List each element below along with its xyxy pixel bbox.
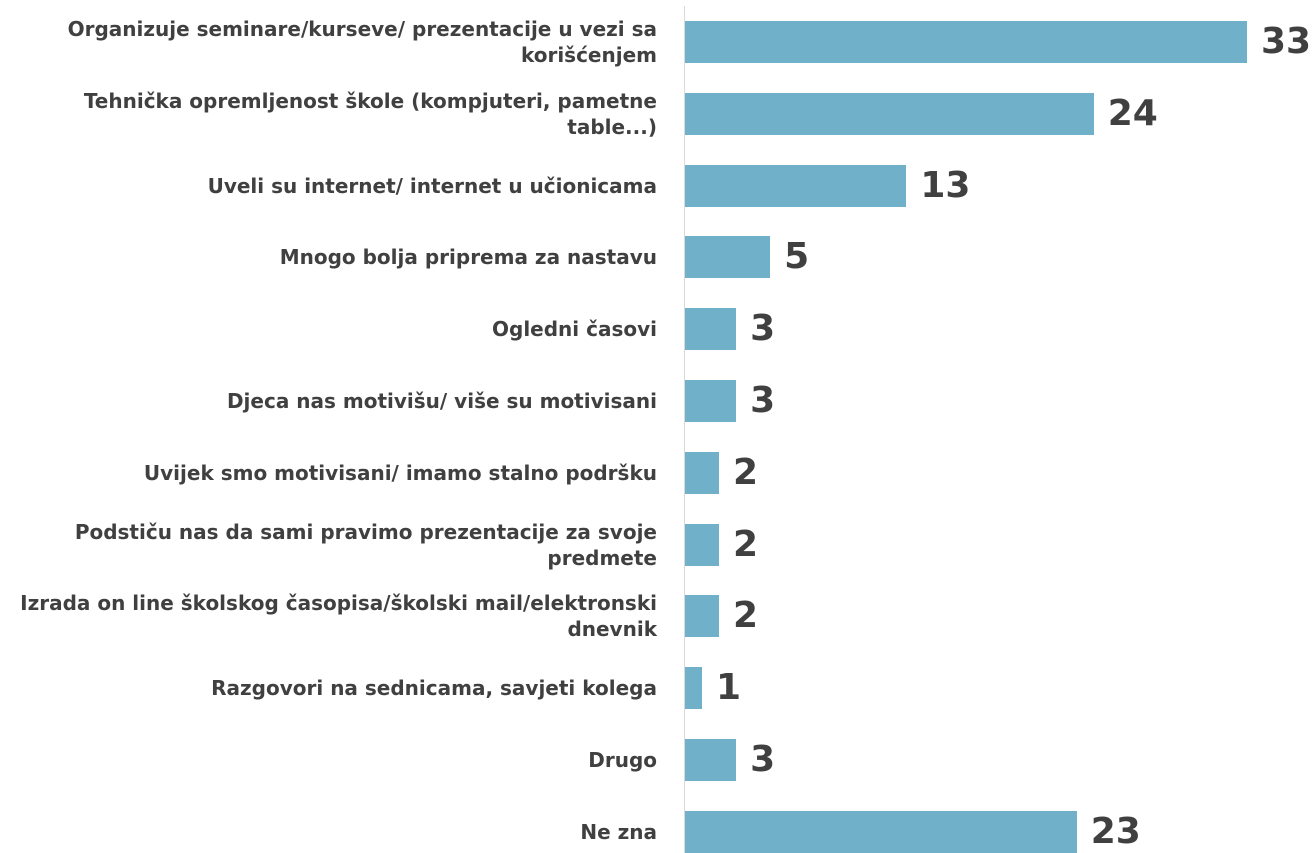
bar xyxy=(685,451,720,494)
category-label: Uvijek smo motivisani/ imamo stalno podr… xyxy=(143,460,657,485)
axis-line xyxy=(684,6,685,853)
category-label: Drugo xyxy=(588,748,657,772)
category-label: Mnogo bolja priprema za nastavu xyxy=(279,245,657,270)
bar xyxy=(685,667,703,710)
category-label: Razgovori na sednicama, savjeti kolega xyxy=(211,676,657,701)
bar xyxy=(685,739,737,781)
value-label: 33 xyxy=(1260,21,1312,62)
category-label: Podstiču nas da sami pravimo prezentacij… xyxy=(74,519,657,570)
value-label: 3 xyxy=(750,308,776,350)
bar xyxy=(685,164,907,207)
value-label: 2 xyxy=(733,595,759,637)
value-label: 1 xyxy=(716,667,742,709)
category-label: Uveli su internet/ internet u učionicama xyxy=(207,173,657,198)
value-label: 24 xyxy=(1107,92,1158,134)
value-label: 2 xyxy=(733,523,759,565)
bar xyxy=(685,380,737,422)
category-label: Djeca nas motivišu/ više su motivisani xyxy=(226,389,657,413)
category-label: Izrada on line školskog časopisa/školski… xyxy=(20,591,657,642)
value-label: 5 xyxy=(784,236,810,278)
bar xyxy=(685,810,1077,853)
bar xyxy=(685,308,737,351)
category-label: Tehnička opremljenost škole (kompjuteri,… xyxy=(83,88,657,139)
value-label: 3 xyxy=(750,380,776,421)
category-label: Organizuje seminare/kurseve/ prezentacij… xyxy=(67,17,657,67)
value-label: 23 xyxy=(1090,810,1141,852)
bar xyxy=(685,595,720,638)
value-label: 3 xyxy=(750,739,776,780)
category-label: Ne zna xyxy=(580,819,657,844)
bar xyxy=(685,236,771,279)
bar xyxy=(685,21,1247,63)
value-label: 2 xyxy=(733,451,759,493)
bar xyxy=(685,92,1094,135)
bar xyxy=(685,523,720,566)
category-label: Ogledni časovi xyxy=(492,317,657,342)
value-label: 13 xyxy=(920,164,971,206)
